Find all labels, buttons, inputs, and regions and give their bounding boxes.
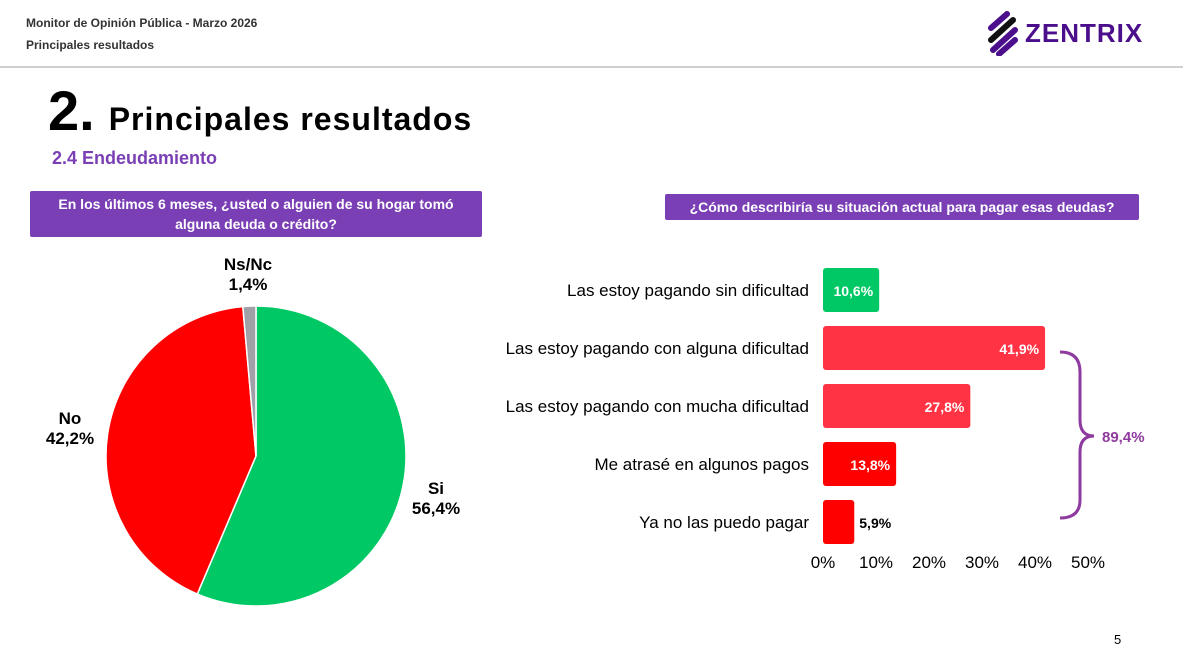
pie-question: En los últimos 6 meses, ¿usted o alguien… [30, 191, 482, 237]
header: Monitor de Opinión Pública - Marzo 2026 … [0, 0, 1183, 68]
bar-category-label: Me atrasé en algunos pagos [594, 455, 809, 474]
bar [823, 442, 897, 486]
x-tick-label: 20% [912, 553, 946, 572]
logo: ZENTRIX [985, 10, 1143, 56]
pie-label-name: Si [428, 479, 444, 498]
x-tick-label: 40% [1018, 553, 1052, 572]
pie-slice-si [196, 305, 407, 607]
x-tick-label: 0% [811, 553, 836, 572]
pie-label-value: 56,4% [412, 499, 460, 518]
x-tick-label: 30% [965, 553, 999, 572]
bar-value-label: 27,8% [925, 399, 965, 415]
pie-label-name: Ns/Nc [224, 255, 272, 274]
pie-label-name: No [59, 409, 82, 428]
bar [823, 500, 855, 544]
bar [823, 268, 880, 312]
bar-question: ¿Cómo describiría su situación actual pa… [665, 194, 1139, 220]
bar-category-label: Las estoy pagando con mucha dificultad [506, 397, 809, 416]
section-number: 2. [48, 79, 95, 142]
pie-slice-nsnc [242, 305, 257, 457]
bar-value-label: 10,6% [833, 283, 873, 299]
x-tick-label: 50% [1071, 553, 1105, 572]
header-section: Principales resultados [26, 38, 155, 52]
section-title: Principales resultados [108, 101, 473, 137]
pie-label-value: 1,4% [229, 275, 268, 294]
bar-category-label: Ya no las puedo pagar [639, 513, 809, 532]
brace-icon [1059, 350, 1095, 520]
pie-label-value: 42,2% [46, 429, 94, 448]
bar-value-label: 5,9% [859, 515, 891, 531]
logo-text: ZENTRIX [1025, 17, 1144, 48]
brace-total-label: 89,4% [1102, 429, 1145, 446]
page-number: 5 [1114, 632, 1122, 647]
bar-value-label: 13,8% [850, 457, 890, 473]
bar [823, 384, 971, 428]
bar-value-label: 41,9% [999, 341, 1039, 357]
logo-mark-icon [988, 11, 1018, 56]
bar-category-label: Las estoy pagando con alguna dificultad [506, 339, 809, 358]
bar [823, 326, 1046, 370]
pie-slice-no [105, 305, 257, 596]
subsection-title: 2.4 Endeudamiento [52, 148, 218, 168]
page-title: 2. Principales resultados [48, 78, 472, 143]
bar-category-label: Las estoy pagando sin dificultad [567, 281, 809, 300]
header-report-title: Monitor de Opinión Pública - Marzo 2026 [26, 16, 258, 30]
x-tick-label: 10% [859, 553, 893, 572]
